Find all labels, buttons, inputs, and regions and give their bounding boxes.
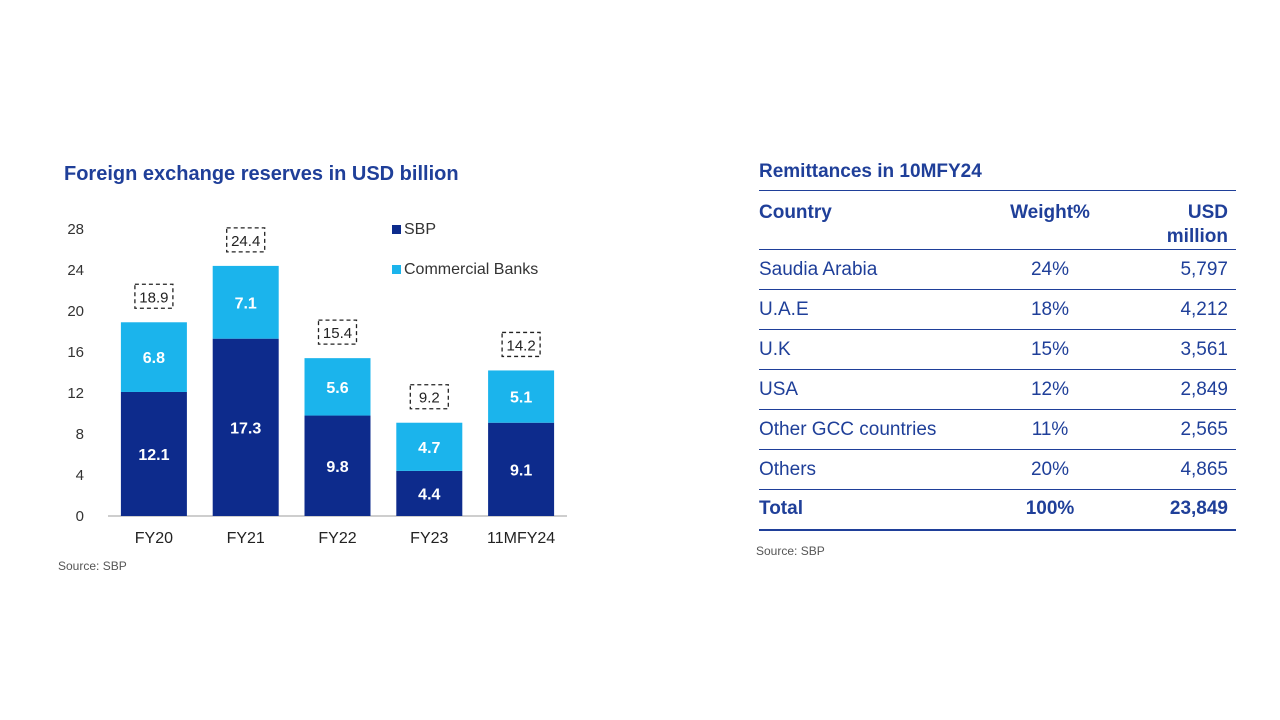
bar-sbp bbox=[488, 422, 555, 516]
x-tick-label: FY23 bbox=[410, 530, 448, 547]
bar-sbp bbox=[212, 338, 279, 516]
legend-swatch-commercial-banks bbox=[392, 265, 401, 274]
cell-country: Other GCC countries bbox=[759, 409, 969, 450]
cell-weight: 18% bbox=[969, 289, 1139, 330]
header-weight: Weight% bbox=[969, 190, 1139, 250]
data-label: 5.1 bbox=[510, 390, 532, 407]
cell-country: Total bbox=[759, 489, 969, 531]
data-label: 4.7 bbox=[418, 440, 440, 457]
header-usd-line2: million bbox=[1166, 226, 1228, 247]
data-label: 9.1 bbox=[510, 462, 532, 479]
cell-usd: 2,849 bbox=[1139, 369, 1236, 410]
data-label: 9.8 bbox=[326, 459, 348, 476]
total-label: 9.2 bbox=[419, 390, 440, 407]
header-usd-line1: USD bbox=[1187, 202, 1228, 223]
y-tick-label: 12 bbox=[67, 385, 84, 402]
table-row: U.A.E 18% 4,212 bbox=[759, 289, 1236, 330]
bar-commercial-banks bbox=[120, 322, 187, 392]
legend-swatch-sbp bbox=[392, 225, 401, 234]
cell-country: USA bbox=[759, 369, 969, 410]
bar-commercial-banks bbox=[212, 265, 279, 339]
bar-commercial-banks bbox=[488, 370, 555, 423]
cell-weight: 24% bbox=[969, 249, 1139, 290]
data-label: 4.4 bbox=[418, 486, 440, 503]
bar-sbp bbox=[304, 415, 371, 516]
cell-weight: 12% bbox=[969, 369, 1139, 410]
table-source: Source: SBP bbox=[756, 544, 825, 558]
bar-commercial-banks bbox=[304, 358, 371, 416]
table-header-row: Country Weight% USD million bbox=[759, 190, 1236, 250]
cell-usd: 3,561 bbox=[1139, 329, 1236, 370]
legend-label-sbp: SBP bbox=[404, 221, 436, 238]
table-row: Other GCC countries 11% 2,565 bbox=[759, 409, 1236, 450]
cell-weight: 11% bbox=[969, 409, 1139, 450]
bar-commercial-banks bbox=[396, 422, 463, 471]
cell-country: Others bbox=[759, 449, 969, 490]
x-tick-label: FY20 bbox=[135, 530, 173, 547]
total-box bbox=[317, 319, 358, 345]
total-label: 14.2 bbox=[506, 337, 535, 354]
data-label: 6.8 bbox=[143, 350, 165, 367]
table-row: U.K 15% 3,561 bbox=[759, 329, 1236, 370]
total-box bbox=[409, 384, 449, 410]
header-usd: USD million bbox=[1139, 190, 1236, 250]
y-tick-label: 0 bbox=[76, 508, 84, 525]
total-box bbox=[134, 283, 174, 309]
total-box bbox=[226, 227, 266, 253]
cell-weight: 15% bbox=[969, 329, 1139, 370]
table-row: USA 12% 2,849 bbox=[759, 369, 1236, 410]
x-tick-label: 11MFY24 bbox=[487, 530, 555, 547]
bar-sbp bbox=[396, 470, 463, 516]
cell-weight: 100% bbox=[969, 489, 1139, 531]
y-tick-label: 28 bbox=[67, 221, 84, 238]
y-tick-label: 24 bbox=[67, 262, 84, 279]
cell-country: U.A.E bbox=[759, 289, 969, 330]
data-label: 12.1 bbox=[138, 447, 169, 464]
data-label: 5.6 bbox=[326, 380, 348, 397]
legend-label-commercial-banks: Commercial Banks bbox=[404, 261, 538, 278]
y-tick-label: 4 bbox=[76, 467, 84, 484]
x-tick-label: FY22 bbox=[318, 530, 356, 547]
cell-usd: 4,212 bbox=[1139, 289, 1236, 330]
y-tick-label: 20 bbox=[67, 303, 84, 320]
data-label: 17.3 bbox=[230, 420, 261, 437]
cell-usd: 2,565 bbox=[1139, 409, 1236, 450]
cell-usd: 23,849 bbox=[1139, 489, 1236, 531]
cell-country: U.K bbox=[759, 329, 969, 370]
table-total-row: Total 100% 23,849 bbox=[759, 489, 1236, 531]
total-label: 15.4 bbox=[323, 325, 352, 342]
cell-weight: 20% bbox=[969, 449, 1139, 490]
cell-country: Saudia Arabia bbox=[759, 249, 969, 290]
y-tick-label: 16 bbox=[67, 344, 84, 361]
bar-sbp bbox=[120, 391, 187, 516]
total-label: 24.4 bbox=[231, 233, 260, 250]
remittances-table: Country Weight% USD million Saudia Arabi… bbox=[759, 190, 1236, 531]
total-label: 18.9 bbox=[139, 289, 168, 306]
header-country: Country bbox=[759, 190, 969, 250]
table-row: Others 20% 4,865 bbox=[759, 449, 1236, 490]
cell-usd: 5,797 bbox=[1139, 249, 1236, 290]
x-tick-label: FY21 bbox=[227, 530, 265, 547]
chart-source: Source: SBP bbox=[58, 559, 127, 573]
table-title: Remittances in 10MFY24 bbox=[759, 161, 982, 182]
table-row: Saudia Arabia 24% 5,797 bbox=[759, 249, 1236, 290]
chart-title: Foreign exchange reserves in USD billion bbox=[64, 163, 459, 185]
data-label: 7.1 bbox=[235, 295, 257, 312]
reserves-chart: 0 4 8 12 16 20 24 28 12.1 6.8 18.9 FY20 17.3 7.1 24.4 F… bbox=[67, 221, 567, 547]
cell-usd: 4,865 bbox=[1139, 449, 1236, 490]
y-tick-label: 8 bbox=[76, 426, 84, 443]
